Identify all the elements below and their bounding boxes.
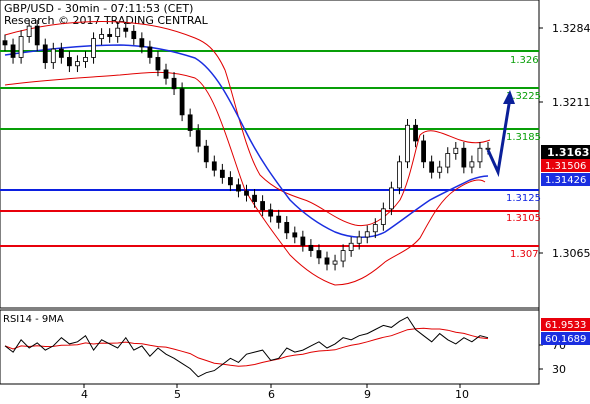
candle-body: [308, 244, 314, 251]
level-label-13185: 1.3185: [506, 132, 541, 143]
rsi-9ma-line: [4, 327, 489, 367]
candle-body: [372, 224, 378, 233]
projection-arrow-icon: [503, 90, 515, 104]
candle-body: [203, 145, 209, 163]
candle-body: [268, 209, 274, 217]
candle-body: [405, 124, 410, 163]
candle-body: [324, 257, 330, 265]
candle-body: [179, 88, 185, 116]
candle-body: [260, 201, 266, 211]
candle-body: [244, 190, 249, 196]
level-label-13105: 1.3105: [506, 213, 541, 224]
candle-body: [437, 166, 443, 173]
x-tick-label: 5: [174, 388, 181, 400]
candle-body: [469, 161, 475, 168]
candle-body: [26, 25, 32, 37]
candle-body: [163, 69, 169, 79]
candle-body: [477, 147, 483, 163]
rsi-value-box: [541, 332, 590, 345]
candle-body: [211, 161, 217, 171]
candles-group: [2, 19, 491, 271]
candle-body: [227, 177, 233, 186]
x-tick-label: 4: [81, 388, 88, 400]
candle-body: [58, 48, 64, 58]
x-tick-label: 10: [455, 388, 469, 400]
candle-body: [300, 236, 306, 246]
candle-body: [115, 27, 121, 37]
candle-body: [413, 124, 418, 142]
last-price-box: [541, 145, 590, 159]
candle-body: [332, 260, 338, 265]
ma-price-text: 1.31426: [545, 175, 586, 186]
candle-body: [147, 46, 153, 58]
bollinger-lower: [4, 71, 486, 286]
rsi-line: [4, 316, 489, 378]
y-tick-label: 1.3284: [552, 22, 590, 35]
candle-body: [236, 184, 241, 192]
level-label-13125: 1.3125: [506, 193, 541, 204]
candle-body: [50, 48, 56, 64]
candle-body: [107, 34, 113, 37]
copyright-text: Research © 2017 TRADING CENTRAL: [4, 14, 209, 27]
candle-body: [429, 161, 435, 173]
bollinger-upper: [4, 21, 491, 227]
candle-body: [292, 232, 298, 238]
candle-body: [18, 36, 24, 58]
rsi-ma-value-text: 61.9533: [545, 320, 586, 331]
candle-body: [356, 236, 362, 244]
candle-body: [380, 208, 386, 225]
candle-body: [421, 140, 427, 163]
x-tick-label: 9: [364, 388, 371, 400]
candle-body: [187, 114, 193, 131]
level-label-1326: 1.326: [510, 55, 539, 66]
rsi-tick-label: 30: [552, 363, 566, 376]
level-label-1307: 1.307: [510, 249, 539, 260]
candle-body: [276, 215, 282, 223]
candle-body: [461, 147, 467, 168]
candle-body: [99, 34, 104, 40]
candle-body: [10, 44, 16, 58]
level-label-13225: 1.3225: [506, 91, 541, 102]
candle-body: [171, 77, 177, 90]
candle-body: [445, 153, 451, 168]
projection-line: [486, 97, 512, 178]
candle-body: [139, 38, 145, 48]
last-price-text: 1.3163: [547, 146, 589, 159]
rsi-value-text: 60.1689: [545, 334, 586, 345]
y-tick-label: 1.3065: [552, 247, 590, 260]
candle-body: [485, 147, 491, 150]
candle-body: [131, 30, 137, 40]
bollinger-price-box: [541, 159, 590, 172]
candle-body: [219, 169, 225, 178]
rsi-panel-frame: [0, 309, 540, 385]
candle-body: [91, 38, 96, 58]
candle-body: [284, 221, 290, 234]
candle-body: [34, 25, 40, 46]
candle-body: [2, 40, 8, 46]
candle-body: [67, 57, 72, 67]
candle-body: [388, 187, 394, 210]
candle-body: [42, 44, 48, 64]
candle-body: [340, 250, 346, 262]
chart-title: GBP/USD - 30min - 07:11:53 (CET): [4, 2, 193, 15]
candle-body: [364, 231, 370, 238]
candle-body: [397, 161, 402, 189]
candle-body: [195, 130, 201, 147]
ma-price-box: [541, 173, 590, 186]
rsi-ma-value-box: [541, 318, 590, 331]
x-tick-label: 6: [268, 388, 275, 400]
candle-body: [348, 242, 354, 251]
bollinger-price-text: 1.31506: [545, 161, 586, 172]
candle-body: [155, 57, 161, 71]
candle-body: [316, 250, 322, 259]
candle-body: [453, 147, 459, 154]
rsi-title: RSI14 - 9MA: [3, 314, 64, 325]
candle-body: [75, 61, 80, 67]
candle-body: [83, 57, 88, 62]
y-tick-label: 1.3211: [552, 96, 590, 109]
candle-body: [123, 27, 129, 32]
candle-body: [252, 194, 257, 202]
